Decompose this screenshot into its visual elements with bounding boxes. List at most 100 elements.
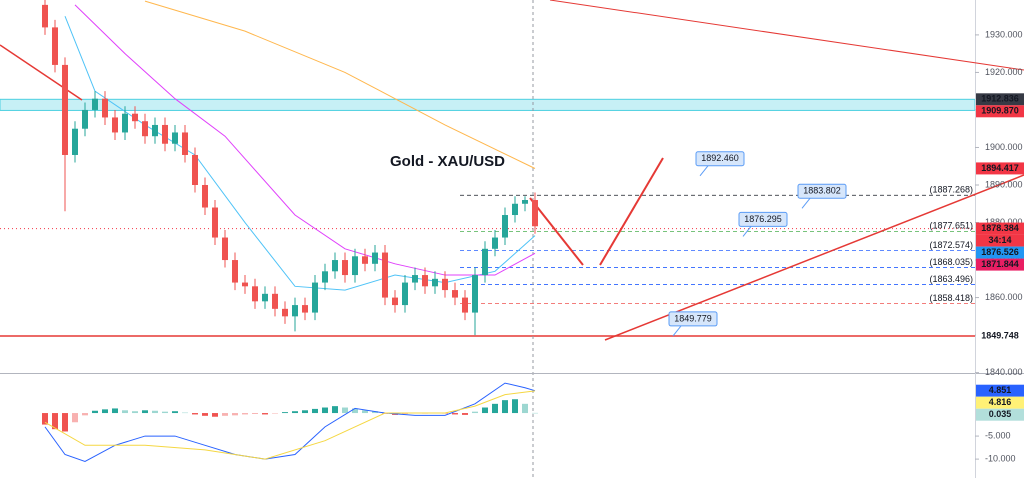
candle-body <box>262 293 268 302</box>
histogram-bar <box>312 408 318 414</box>
callout-label: 1883.802 <box>803 186 841 196</box>
y-tick-label: -10.000 <box>985 453 1016 463</box>
drawings <box>0 98 976 337</box>
histogram-bar <box>282 412 288 414</box>
resistance-zone <box>0 98 976 111</box>
price-badge-bg <box>976 246 1024 259</box>
histogram-bar <box>362 410 368 414</box>
macd-badge-bg <box>976 408 1024 421</box>
histogram-bar <box>172 411 178 414</box>
histogram-bar <box>462 413 468 415</box>
candle-body <box>362 256 368 264</box>
candle-body <box>392 297 398 306</box>
price-badge: 1912.836 <box>981 94 1019 104</box>
histogram-bar <box>142 410 148 414</box>
candle-body <box>152 124 158 137</box>
histogram-bar <box>232 413 238 416</box>
support-badge: 1849.748 <box>981 330 1019 340</box>
macd-badge-bg <box>976 396 1024 409</box>
histogram-bar <box>252 413 258 414</box>
candle-body <box>172 132 178 144</box>
histogram-bar <box>72 413 78 423</box>
projection-line <box>599 157 664 266</box>
callout-label: 1892.460 <box>701 153 739 163</box>
candle-body <box>412 275 418 283</box>
chart-title: Gold - XAU/USD <box>390 153 505 170</box>
histogram-bar <box>532 412 538 414</box>
candle-body <box>402 282 408 306</box>
histogram-bar <box>222 413 228 416</box>
y-tick-label: 1860.000 <box>985 292 1023 302</box>
callout-label: 1849.779 <box>674 313 712 323</box>
candle-body <box>282 308 288 317</box>
histogram-bar <box>372 411 378 414</box>
candle-body <box>462 297 468 313</box>
candle-body <box>92 98 98 110</box>
candle-body <box>522 200 528 204</box>
candle-body <box>372 252 378 264</box>
macd-line <box>44 390 536 460</box>
candle-body <box>162 124 168 144</box>
countdown-bg <box>976 234 1024 247</box>
candle-body <box>242 282 248 287</box>
candle-body <box>202 184 208 208</box>
histogram-bar <box>112 408 118 414</box>
histogram-bar <box>42 413 48 425</box>
histogram-bar <box>342 407 348 414</box>
candle-body <box>182 132 188 155</box>
price-badge: 1894.417 <box>981 163 1019 173</box>
price-badge-bg <box>976 93 1024 106</box>
projection-line <box>529 197 584 266</box>
candle-body <box>112 117 118 133</box>
candle-body <box>52 27 58 65</box>
histogram-bar <box>92 410 98 414</box>
histogram-bar <box>192 413 198 415</box>
candle-body <box>472 275 478 313</box>
callout-box <box>668 311 718 327</box>
candle-body <box>122 113 128 133</box>
histogram-bar <box>292 411 298 414</box>
histogram-bar <box>322 407 328 414</box>
trend-line <box>0 44 83 101</box>
candle-body <box>292 305 298 317</box>
y-tick-label: 1900.000 <box>985 142 1023 152</box>
price-badge-bg <box>976 258 1024 271</box>
histogram-bar <box>302 410 308 414</box>
macd-badge: 0.035 <box>989 409 1012 419</box>
candle-body <box>62 64 68 155</box>
macd-badge: 4.816 <box>989 397 1012 407</box>
histogram-bar <box>502 400 508 414</box>
callout-pointer <box>801 197 811 209</box>
candle-body <box>322 271 328 283</box>
histogram-bar <box>202 413 208 416</box>
moving-average <box>74 4 536 276</box>
support-badge-bg <box>976 330 1024 343</box>
y-tick-label: 1840.000 <box>985 367 1023 377</box>
histogram-bar <box>472 411 478 414</box>
histogram-bar <box>122 410 128 414</box>
candle-body <box>252 286 258 302</box>
y-tick-label: 1930.000 <box>985 29 1023 39</box>
candle-body <box>212 207 218 238</box>
candle-body <box>452 290 458 298</box>
callout-pointer <box>699 165 709 177</box>
histogram-bar <box>482 407 488 414</box>
candle-body <box>272 293 278 309</box>
candle-body <box>382 252 388 298</box>
candle-body <box>142 121 148 137</box>
price-badge-bg <box>976 222 1024 235</box>
y-tick-label: -5.000 <box>985 430 1011 440</box>
histogram-bar <box>132 411 138 414</box>
candle-body <box>482 248 488 276</box>
histogram-bar <box>162 411 168 414</box>
histogram-bar <box>182 412 188 414</box>
level-label: (1858.418) <box>929 293 973 303</box>
price-badge-bg <box>976 105 1024 118</box>
price-badge: 1871.844 <box>981 259 1019 269</box>
candle-body <box>232 260 238 283</box>
callout-pointer <box>672 325 682 337</box>
trend-line <box>549 0 1024 71</box>
